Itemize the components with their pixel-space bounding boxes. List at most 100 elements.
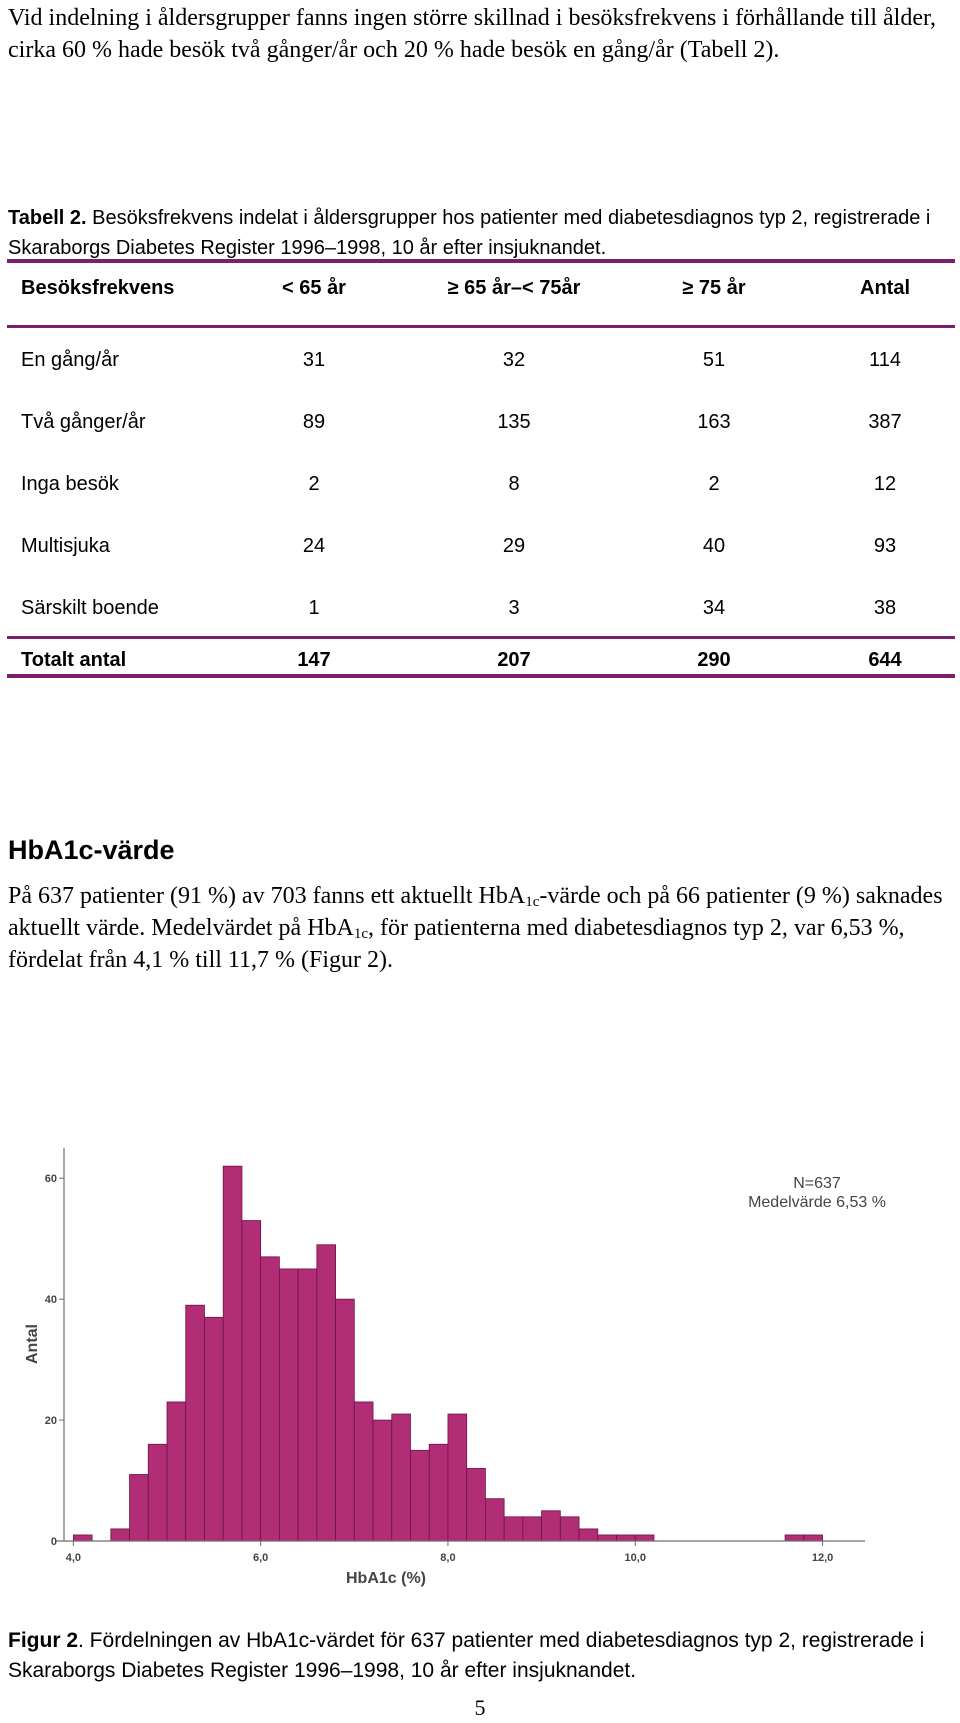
- text-run: , för patienterna med diabetesdiagnos ty…: [8, 915, 905, 973]
- table-cell: 32: [502, 349, 526, 371]
- histogram-bar: [578, 1528, 599, 1542]
- row-label: En gång/år: [21, 349, 119, 371]
- histogram-bar: [616, 1534, 636, 1542]
- histogram-bar: [372, 1419, 393, 1542]
- table-cell: 147: [297, 649, 331, 671]
- x-tick-label: 6,0: [253, 1552, 268, 1564]
- intro-paragraph: Vid indelning i åldersgrupper fanns inge…: [8, 5, 937, 63]
- histogram-bar: [428, 1443, 449, 1542]
- table-cell: 89: [302, 411, 326, 433]
- table-cell: 207: [497, 649, 531, 671]
- table-cell: 644: [868, 649, 902, 671]
- table-row: Multisjuka 24 29 40 93: [7, 526, 955, 566]
- chart-annotation-n: N=637: [793, 1175, 841, 1192]
- page-number: 5: [474, 1695, 486, 1720]
- table-total-rule: [7, 636, 955, 639]
- x-tick-label: 8,0: [440, 1552, 455, 1564]
- table-cell: 3: [508, 597, 520, 619]
- histogram-bar: [391, 1413, 411, 1542]
- column-header: < 65 år: [282, 277, 346, 299]
- histogram-bar: [784, 1534, 805, 1542]
- table-cell: 163: [697, 411, 731, 433]
- table-cell: 114: [869, 349, 901, 371]
- histogram-bar: [166, 1401, 187, 1542]
- column-header: ≥ 75 år: [682, 277, 746, 299]
- x-tick-label: 10,0: [625, 1552, 646, 1564]
- table-cell: 2: [708, 473, 720, 495]
- histogram-bar: [316, 1244, 336, 1542]
- histogram-bar: [522, 1516, 542, 1542]
- column-header: Antal: [860, 277, 910, 299]
- table-header-rule: [7, 325, 955, 328]
- table-cell: 2: [308, 473, 320, 495]
- y-tick-label: 60: [45, 1173, 57, 1185]
- histogram-bar: [110, 1528, 130, 1542]
- table-cell: 290: [697, 649, 731, 671]
- x-axis-label: HbA1c (%): [346, 1570, 426, 1587]
- table-cell: 38: [873, 597, 897, 619]
- histogram-bar: [204, 1316, 224, 1542]
- hba-paragraph: På 637 patienter (91 %) av 703 fanns ett…: [8, 880, 948, 976]
- table-cell: 1: [308, 597, 320, 619]
- histogram-bar: [278, 1268, 299, 1542]
- figure-caption-label: Figur 2: [8, 1629, 79, 1652]
- row-label: Multisjuka: [21, 535, 110, 557]
- figure-caption: Figur 2. Fördelningen av HbA1c-värdet fö…: [8, 1626, 953, 1686]
- table-total-row: Totalt antal 147 207 290 644: [7, 640, 955, 680]
- histogram-bar: [72, 1534, 93, 1542]
- y-tick-label: 20: [45, 1415, 57, 1427]
- x-tick-label: 4,0: [66, 1552, 81, 1564]
- column-header: ≥ 65 år–< 75år: [447, 277, 581, 299]
- histogram-bar: [260, 1256, 280, 1542]
- table-cell: 31: [302, 349, 326, 371]
- row-label: Totalt antal: [21, 649, 127, 671]
- table-bottom-rule: [7, 674, 955, 678]
- histogram-bar: [559, 1516, 580, 1542]
- column-header: Besöksfrekvens: [21, 277, 175, 299]
- histogram-bar: [803, 1534, 823, 1542]
- table-caption-text: Besöksfrekvens indelat i åldersgrupper h…: [8, 207, 931, 259]
- subscript: 1c: [525, 894, 540, 910]
- histogram-bar: [185, 1304, 205, 1542]
- histogram-bar: [447, 1413, 468, 1542]
- table-cell: 135: [497, 411, 531, 433]
- y-axis-label: Antal: [24, 1324, 41, 1364]
- text-run: På 637 patienter (91 %) av 703 fanns ett…: [8, 883, 526, 909]
- histogram-bar: [297, 1268, 318, 1542]
- row-label: Två gånger/år: [21, 411, 146, 433]
- table-caption-label: Tabell 2.: [8, 207, 87, 229]
- table-cell: 40: [702, 535, 726, 557]
- table-cell: 29: [502, 535, 526, 557]
- histogram-bar: [222, 1165, 243, 1542]
- histogram-bar: [129, 1474, 149, 1542]
- histogram-bar: [634, 1534, 655, 1542]
- table-row: Inga besök 2 8 2 12: [7, 464, 955, 504]
- subscript: 1c: [353, 926, 369, 942]
- row-label: Särskilt boende: [21, 597, 159, 619]
- histogram-bar: [597, 1534, 617, 1542]
- histogram-bar: [485, 1498, 505, 1542]
- table-row: Särskilt boende 1 3 34 38: [7, 588, 955, 628]
- text-run: -värde och på 66 patienter (9 %) saknade…: [8, 883, 943, 941]
- histogram-bar: [147, 1443, 168, 1542]
- table-cell: 8: [508, 473, 520, 495]
- figure-caption-text: . Fördelningen av HbA1c-värdet för 637 p…: [8, 1629, 925, 1682]
- y-axis-ticks: 0 20 40 60: [45, 1173, 64, 1548]
- table-cell: 387: [868, 411, 902, 433]
- y-tick-label: 0: [51, 1536, 57, 1548]
- row-label: Inga besök: [21, 473, 119, 495]
- table-top-rule: [7, 259, 955, 263]
- table-cell: 34: [702, 597, 726, 619]
- table-row: En gång/år 31 32 51 114: [7, 340, 955, 380]
- section-heading: HbA1c-värde: [8, 835, 175, 865]
- histogram-bars: [72, 1165, 823, 1542]
- histogram-bar: [353, 1401, 374, 1542]
- table-header-row: Besöksfrekvens < 65 år ≥ 65 år–< 75år ≥ …: [7, 268, 955, 308]
- chart-annotation-mean: Medelvärde 6,53 %: [748, 1194, 886, 1211]
- table-row: Två gånger/år 89 135 163 387: [7, 402, 955, 442]
- table-cell: 93: [873, 535, 897, 557]
- table-cell: 12: [873, 473, 897, 495]
- histogram-bar: [503, 1516, 524, 1542]
- histogram-bar: [410, 1449, 430, 1542]
- x-axis-ticks: 4,0 6,0 8,0 10,0 12,0: [66, 1541, 833, 1564]
